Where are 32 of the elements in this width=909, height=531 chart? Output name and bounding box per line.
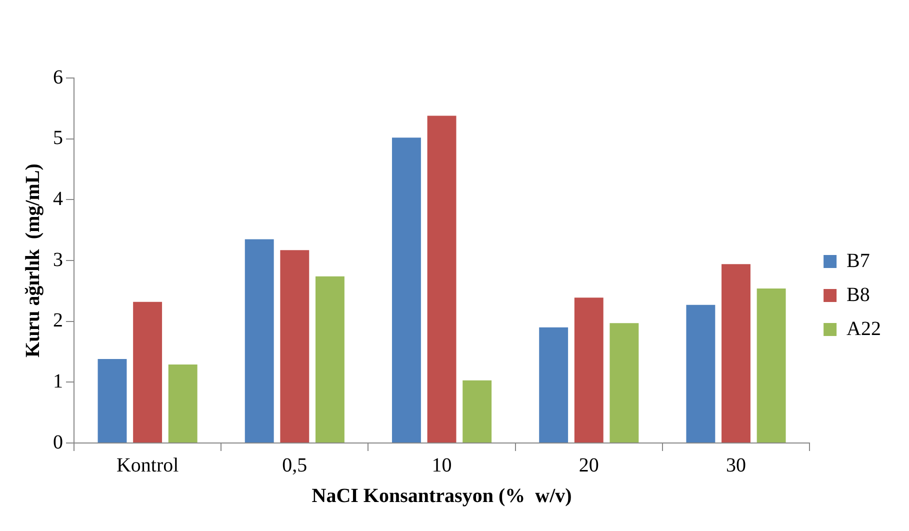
bar: [316, 276, 344, 442]
y-axis-title: Kuru ağırlık (mg/mL): [22, 164, 44, 358]
bar: [539, 327, 568, 442]
bar: [244, 239, 274, 442]
y-tick-label: 4: [53, 188, 63, 210]
x-tick-label: 30: [726, 454, 746, 476]
bar: [610, 323, 639, 442]
bar: [462, 380, 492, 442]
x-tick-label: 10: [432, 454, 452, 476]
y-tick-label: 3: [53, 248, 63, 271]
bar: [427, 116, 456, 442]
bar: [133, 302, 162, 442]
y-tick-label: 0: [53, 431, 63, 454]
bar: [686, 304, 716, 442]
bar: [98, 359, 127, 442]
legend-label: B8: [846, 284, 870, 306]
x-tick-label: Kontrol: [116, 454, 180, 476]
y-tick-label: 6: [53, 66, 63, 88]
bar: [756, 288, 786, 442]
bar: [722, 264, 750, 442]
y-tick-label: 5: [53, 127, 63, 150]
bar: [574, 298, 604, 442]
x-axis-title: NaCI Konsantrasyon (% w/v): [312, 485, 572, 508]
y-tick-label: 2: [53, 310, 63, 332]
legend-label: B7: [846, 250, 870, 272]
legend-label: A22: [846, 318, 882, 340]
bar: [392, 138, 421, 442]
x-tick-label: 0,5: [282, 454, 308, 476]
y-tick-label: 1: [53, 370, 63, 392]
x-tick-label: 20: [578, 454, 599, 476]
bar: [168, 364, 198, 442]
bar: [280, 250, 310, 442]
